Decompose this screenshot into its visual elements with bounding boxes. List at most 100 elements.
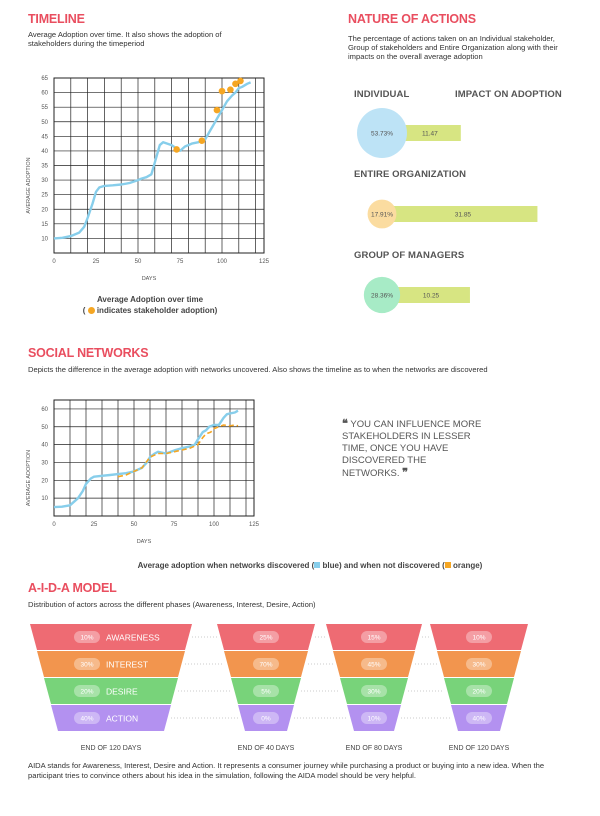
y-axis-label: AVERAGE ADOPTION: [26, 450, 32, 506]
funnel-stage-action: [347, 705, 401, 731]
action-share-circle: [367, 199, 397, 229]
y-axis-label: AVERAGE ADOPTION: [26, 157, 32, 213]
nature-chart: 53.73% 11.47 17.91% 31.85 28.36% 10.25: [357, 108, 538, 314]
stage-value-pill: [466, 631, 492, 643]
stakeholder-marker-icon: [87, 307, 95, 314]
stage-value-pill: [361, 685, 387, 697]
social-chart: 10 20 30 40 50 60 0 25 50 75 100 125 DAYS AVERAGE ADO…: [26, 399, 260, 545]
stage-name: INTEREST: [106, 660, 148, 670]
x-tick-label: 0: [52, 522, 56, 528]
social-quote: ❝ YOU CAN INFLUENCE MORE STAKEHOLDERS IN…: [342, 418, 482, 480]
impact-value: 10.25: [423, 293, 440, 300]
x-tick-label: 25: [93, 259, 100, 265]
impact-bar: [396, 287, 470, 303]
stage-value-pill: [253, 631, 279, 643]
stage-value: 30%: [80, 662, 93, 669]
x-tick-label: 50: [131, 522, 138, 528]
social-caption: Average adoption when networks discovere…: [100, 561, 520, 570]
x-tick-label: 75: [177, 259, 184, 265]
stage-name: AWARENESS: [106, 633, 160, 643]
y-tick-label: 50: [41, 425, 48, 431]
y-tick-label: 50: [41, 120, 48, 126]
y-tick-label: 15: [41, 222, 48, 228]
funnel-stage-action: [51, 705, 171, 731]
stage-value: 25%: [259, 635, 272, 642]
series-line-primary: [53, 409, 239, 509]
y-tick-label: 40: [41, 443, 48, 449]
timeline-caption-note: indicates stakeholder adoption): [96, 306, 218, 315]
series-line-secondary: [117, 424, 239, 478]
stakeholder-adoption-point: [237, 77, 244, 85]
open-quote-icon: ❝: [342, 418, 348, 430]
funnel-stage-interest: [224, 651, 308, 677]
y-tick-label: 25: [41, 193, 48, 199]
x-tick-label: 100: [217, 259, 228, 265]
timeline-caption-title: Average Adoption over time: [96, 295, 204, 304]
x-tick-label: 100: [209, 522, 220, 528]
stage-value: 40%: [472, 716, 485, 723]
funnel-stage-awareness: [217, 624, 315, 650]
timeline-description: Average Adoption over time. It also show…: [28, 30, 222, 48]
nature-heading: NATURE OF ACTIONS: [348, 12, 476, 26]
social-caption-prefix: Average adoption when networks discovere…: [137, 561, 315, 570]
nature-col-impact: IMPACT ON ADOPTION: [455, 89, 562, 100]
funnel-stage-desire: [340, 678, 408, 704]
stage-value-pill: [466, 712, 492, 724]
x-tick-label: 25: [91, 522, 98, 528]
y-tick-label: 10: [41, 496, 48, 502]
stage-value: 30%: [472, 662, 485, 669]
funnel-stage-awareness: [326, 624, 422, 650]
funnel-stage-interest: [333, 651, 415, 677]
x-tick-label: 125: [259, 259, 270, 265]
funnel-stage-interest: [37, 651, 185, 677]
stage-name: ACTION: [106, 714, 138, 724]
stage-value: 30%: [367, 689, 380, 696]
stage-value: 10%: [472, 635, 485, 642]
social-heading: SOCIAL NETWORKS: [28, 346, 149, 360]
action-share-value: 17.91%: [371, 212, 393, 219]
y-tick-label: 35: [41, 164, 48, 170]
social-description: Depicts the difference in the average ad…: [28, 365, 488, 374]
stakeholder-adoption-point: [232, 80, 239, 88]
x-axis-label: DAYS: [137, 539, 152, 545]
x-tick-label: 0: [52, 259, 56, 265]
stakeholder-adoption-point: [213, 106, 221, 114]
x-tick-label: 50: [135, 259, 142, 265]
timeline-chart: 10 15 20 25 30 35 40 45 50 55 60 65 0 25 50 75 100 125 DAY…: [26, 76, 270, 282]
plot-frame: [53, 399, 255, 517]
aida-funnels: 10% AWARENESS 30% INTEREST 20% DESIRE 40% ACTIO…: [30, 624, 528, 752]
funnel-stage-desire: [444, 678, 514, 704]
stage-value-pill: [253, 712, 279, 724]
funnel-stage-desire: [44, 678, 178, 704]
stage-name: DESIRE: [106, 687, 138, 697]
social-caption-orange: orange): [453, 561, 483, 570]
stage-value-pill: [361, 712, 387, 724]
stakeholder-adoption-point: [218, 87, 226, 95]
stage-value: 45%: [367, 662, 380, 669]
aida-heading: A-I-D-A MODEL: [28, 581, 117, 595]
action-share-value: 53.73%: [371, 131, 393, 138]
action-share-value: 28.36%: [371, 293, 393, 300]
stage-value-pill: [74, 712, 100, 724]
funnel-period-label: END OF 40 DAYS: [238, 745, 295, 752]
stakeholder-adoption-point: [227, 86, 234, 93]
funnel-stage-awareness: [30, 624, 192, 650]
stage-value: 15%: [367, 635, 380, 642]
y-tick-label: 10: [41, 236, 48, 242]
timeline-heading: TIMELINE: [28, 12, 85, 26]
funnel-stage-interest: [437, 651, 521, 677]
y-tick-label: 60: [41, 91, 48, 97]
y-tick-label: 65: [41, 76, 48, 82]
impact-value: 11.47: [422, 131, 438, 138]
y-tick-label: 30: [41, 460, 48, 466]
stage-value-pill: [466, 685, 492, 697]
timeline-caption: Average Adoption over time ( indicates s…: [40, 294, 260, 316]
stage-value: 10%: [367, 716, 380, 723]
funnel-period-label: END OF 120 DAYS: [81, 745, 142, 752]
y-tick-label: 45: [41, 134, 48, 140]
stage-value: 70%: [259, 662, 272, 669]
nature-description: The percentage of actions taken on an In…: [348, 34, 558, 61]
stage-value-pill: [466, 658, 492, 670]
funnel-stage-action: [451, 705, 507, 731]
action-share-circle: [363, 276, 401, 314]
